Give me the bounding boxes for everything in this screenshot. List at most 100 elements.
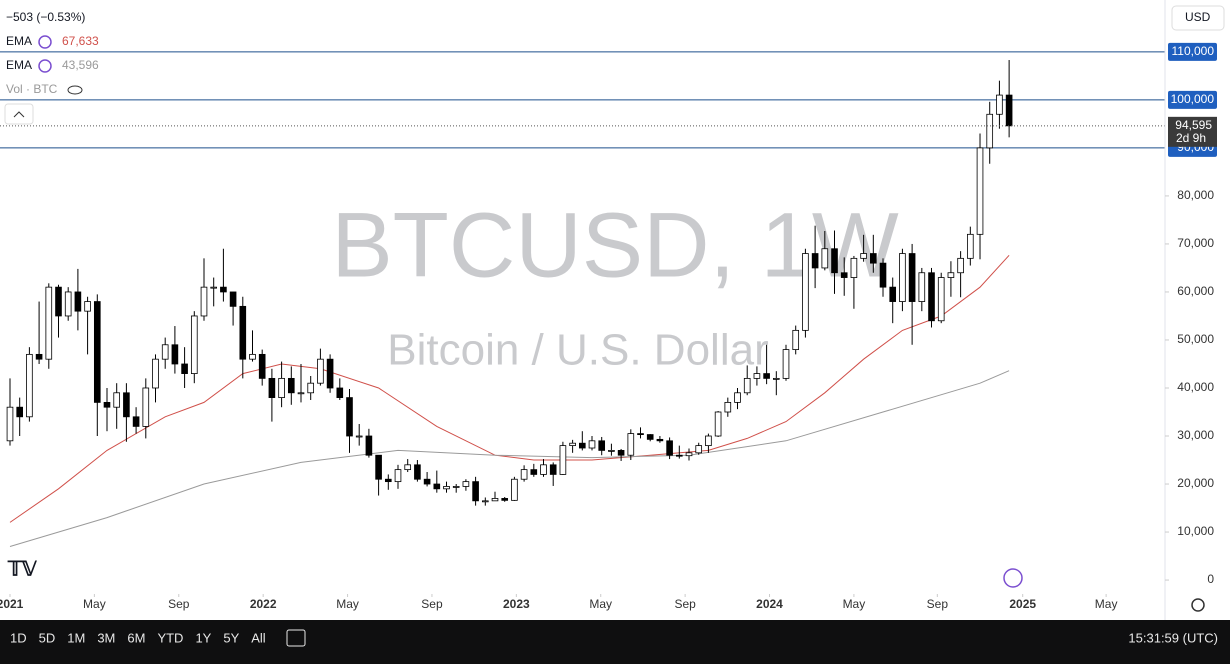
x-tick-label: Sep <box>168 597 190 611</box>
candle-body <box>152 358 159 389</box>
candle-body <box>569 442 576 447</box>
candle-body <box>976 147 984 235</box>
x-tick-label: 2023 <box>503 597 530 611</box>
candle-body <box>763 373 770 379</box>
candle-body <box>113 392 121 408</box>
candle-body <box>792 329 800 350</box>
candle-body <box>802 253 809 331</box>
legend-name: EMA <box>6 34 32 48</box>
price-axis: 0 10,000 20,000 30,000 40,000 50,000 60,000 70,… <box>1165 42 1217 586</box>
candle-body <box>675 454 683 457</box>
timeframe-button[interactable]: 1M <box>67 630 85 645</box>
candle-body <box>258 353 266 379</box>
candle-body <box>74 291 82 312</box>
candle-body <box>928 272 935 322</box>
candle-body <box>753 373 761 379</box>
legend-icon <box>38 59 52 73</box>
candle-body <box>200 286 208 317</box>
x-tick-label: May <box>83 597 106 611</box>
candle-body <box>190 315 198 374</box>
candle-body <box>957 257 964 274</box>
timeframe-button[interactable]: 5Y <box>223 630 239 645</box>
timeframe-button[interactable]: 1Y <box>195 630 211 645</box>
y-tick-label: 110,000 <box>1172 44 1215 58</box>
candle-body <box>918 272 926 302</box>
change-label: −503 (−0.53%) <box>6 10 85 24</box>
currency-button[interactable] <box>1171 5 1225 31</box>
candle-body <box>171 344 179 365</box>
watermark-subtitle: Bitcoin / U.S. Dollar <box>387 326 768 375</box>
y-tick-label: 70,000 <box>1177 236 1214 250</box>
x-tick-label: 2021 <box>0 597 24 611</box>
candle-body <box>443 486 450 490</box>
candle-body <box>782 349 790 379</box>
candle-body <box>220 286 227 293</box>
date-range-icon[interactable] <box>286 629 306 647</box>
last-price-badge <box>1168 116 1217 147</box>
candle-body <box>45 286 53 360</box>
candle-body <box>947 272 955 278</box>
candle-body <box>860 253 867 259</box>
candle-body <box>123 392 130 418</box>
candle-body <box>540 464 547 475</box>
candle-body <box>64 291 72 317</box>
candle-body <box>986 113 994 149</box>
plot-area <box>0 51 1165 547</box>
candle-body <box>773 377 780 380</box>
settings-icon[interactable] <box>1191 598 1205 612</box>
candle-body <box>549 464 557 475</box>
candle-body <box>705 435 712 447</box>
x-tick-label: May <box>336 597 359 611</box>
candle-body <box>278 377 285 398</box>
candle-body <box>608 450 615 452</box>
candle-body <box>394 469 402 483</box>
candle-body <box>840 272 848 278</box>
timeframe-button[interactable]: YTD <box>157 630 183 645</box>
timeframe-button[interactable]: 5D <box>39 630 56 645</box>
timeframe-button[interactable]: 6M <box>127 630 145 645</box>
candle-body <box>870 253 877 264</box>
candle-body <box>142 387 150 427</box>
candle-body <box>35 353 43 360</box>
countdown-label: 2d 9h <box>1176 131 1206 145</box>
collapse-icon <box>13 111 25 118</box>
candle-body <box>598 440 606 451</box>
candle-body <box>889 286 897 302</box>
y-tick-label: 50,000 <box>1177 332 1214 346</box>
candle-body <box>666 440 673 456</box>
legend-icon <box>38 35 52 49</box>
candle-body <box>375 454 382 480</box>
x-tick-label: 2025 <box>1009 597 1036 611</box>
candle-body <box>879 262 887 288</box>
currency-label: USD <box>1185 10 1211 24</box>
events-icon[interactable] <box>1003 568 1023 588</box>
collapse-button[interactable] <box>4 103 34 125</box>
toolbar-bg <box>0 620 1230 664</box>
legend-name: EMA <box>6 58 32 72</box>
timeframe-button[interactable]: 1D <box>10 630 27 645</box>
candle-body <box>404 464 412 471</box>
candle-body <box>414 464 421 480</box>
candle-body <box>646 434 654 440</box>
hide-icon[interactable] <box>67 85 83 95</box>
candle-body <box>511 478 518 501</box>
candle-body <box>297 392 305 395</box>
candle-body <box>743 377 751 394</box>
candle-body <box>26 353 33 418</box>
candle-body <box>307 382 315 394</box>
y-tick-label: 40,000 <box>1177 380 1214 394</box>
candle-body <box>996 94 1003 115</box>
candle-body <box>695 445 703 454</box>
timeframe-button[interactable]: All <box>251 630 266 645</box>
candle-body <box>84 301 91 312</box>
legend-value: 43,596 <box>62 58 99 72</box>
y-tick-label: 0 <box>1207 572 1214 586</box>
ema-line <box>9 254 1010 523</box>
candle-body <box>384 478 392 483</box>
timeframe-button[interactable]: 3M <box>97 630 115 645</box>
x-tick-label: 2022 <box>250 597 277 611</box>
y-tick-label: 10,000 <box>1177 524 1214 538</box>
candle-body <box>433 483 441 490</box>
candle-body <box>714 411 722 437</box>
candle-body <box>268 377 276 398</box>
